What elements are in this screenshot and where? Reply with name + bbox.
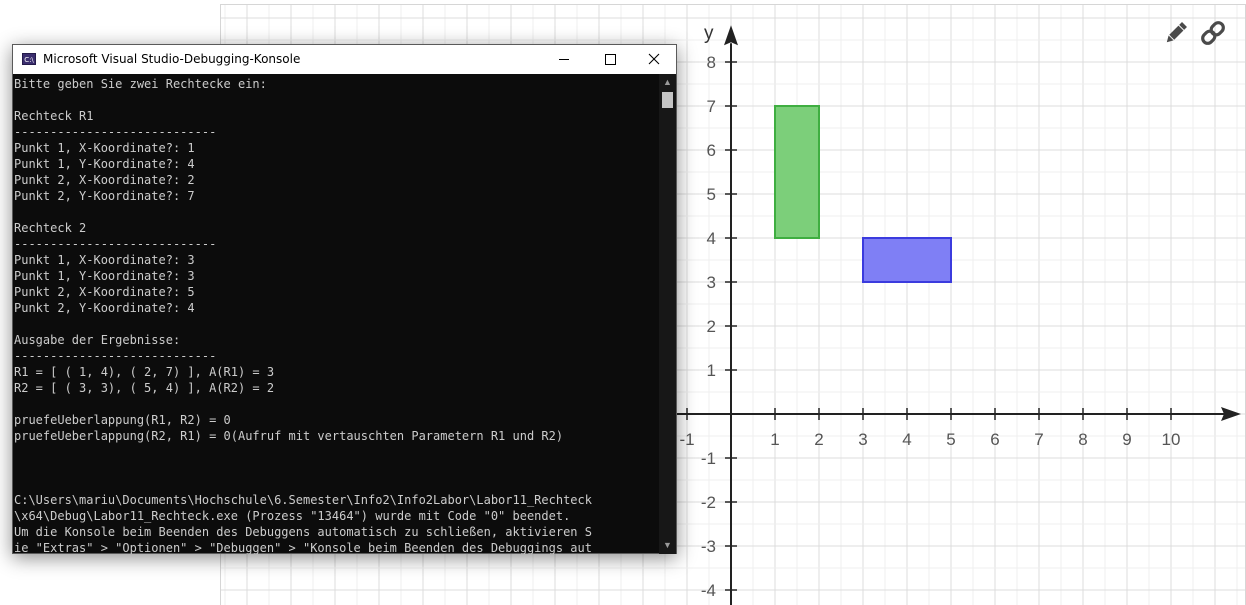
console-line: C:\Users\mariu\Documents\Hochschule\6.Se… [14, 493, 592, 507]
x-tick-label: 3 [858, 430, 867, 449]
x-tick-label: 6 [990, 430, 999, 449]
x-tick-label: 4 [902, 430, 911, 449]
y-tick-label: 2 [707, 317, 716, 336]
console-line: Punkt 2, X-Koordinate?: 5 [14, 285, 195, 299]
console-line: Um die Konsole beim Beenden des Debuggen… [14, 525, 592, 539]
y-tick-label: 8 [707, 53, 716, 72]
x-tick-label: 9 [1122, 430, 1131, 449]
console-line: ie "Extras" > "Optionen" > "Debuggen" > … [14, 541, 592, 554]
link-icon[interactable] [1199, 19, 1227, 47]
x-tick-label: 8 [1078, 430, 1087, 449]
y-tick-label: 5 [707, 185, 716, 204]
x-tick-label: 2 [814, 430, 823, 449]
console-line: Punkt 1, Y-Koordinate?: 4 [14, 157, 195, 171]
scroll-thumb[interactable] [662, 92, 673, 108]
console-line: pruefeUeberlappung(R2, R1) = 0(Aufruf mi… [14, 429, 564, 443]
console-text: Bitte geben Sie zwei Rechtecke ein: Rech… [13, 74, 660, 554]
x-tick-label: 1 [770, 430, 779, 449]
minimize-icon[interactable] [541, 45, 587, 74]
console-line: R2 = [ ( 3, 3), ( 5, 4) ], A(R2) = 2 [14, 381, 275, 395]
y-tick-label: -1 [701, 449, 716, 468]
console-titlebar[interactable]: C:\ Microsoft Visual Studio-Debugging-Ko… [13, 45, 676, 74]
pencil-icon[interactable] [1162, 19, 1190, 47]
console-window-title: Microsoft Visual Studio-Debugging-Konsol… [43, 52, 301, 66]
console-line: Punkt 1, X-Koordinate?: 3 [14, 253, 195, 267]
x-axis-arrow-icon [1221, 407, 1241, 421]
scroll-up-icon[interactable]: ▲ [663, 77, 672, 87]
console-window[interactable]: C:\ Microsoft Visual Studio-Debugging-Ko… [12, 44, 677, 554]
y-tick-label: 4 [707, 229, 716, 248]
console-output[interactable]: Bitte geben Sie zwei Rechtecke ein: Rech… [13, 74, 660, 554]
scroll-down-icon[interactable]: ▼ [663, 540, 672, 550]
console-line: Punkt 2, Y-Koordinate?: 4 [14, 301, 195, 315]
y-axis-label: y [704, 23, 714, 44]
console-line: Punkt 2, X-Koordinate?: 2 [14, 173, 195, 187]
console-line: ---------------------------- [14, 125, 217, 139]
console-line: ---------------------------- [14, 349, 217, 363]
console-line: R1 = [ ( 1, 4), ( 2, 7) ], A(R1) = 3 [14, 365, 275, 379]
console-line: Rechteck 2 [14, 221, 87, 235]
console-line: Rechteck R1 [14, 109, 94, 123]
console-line: Punkt 1, Y-Koordinate?: 3 [14, 269, 195, 283]
y-tick-label: -3 [701, 537, 716, 556]
y-tick-label: -2 [701, 493, 716, 512]
console-scrollbar[interactable]: ▲ ▼ [659, 74, 676, 554]
console-line: pruefeUeberlappung(R1, R2) = 0 [14, 413, 231, 427]
x-tick-label: -1 [679, 430, 694, 449]
console-line: Ausgabe der Ergebnisse: [14, 333, 181, 347]
y-tick-label: 1 [707, 361, 716, 380]
close-icon[interactable] [631, 45, 677, 74]
x-tick-label: 7 [1034, 430, 1043, 449]
x-tick-label: 5 [946, 430, 955, 449]
x-tick-label: 10 [1162, 430, 1181, 449]
console-line: \x64\Debug\Labor11_Rechteck.exe (Prozess… [14, 509, 571, 523]
y-axis-arrow-icon [724, 25, 738, 46]
console-line: Bitte geben Sie zwei Rechtecke ein: [14, 77, 267, 91]
console-app-icon: C:\ [22, 53, 36, 65]
y-tick-label: 7 [707, 97, 716, 116]
rectangle-r1[interactable] [774, 105, 820, 239]
console-line: Punkt 1, X-Koordinate?: 1 [14, 141, 195, 155]
y-tick-label: -4 [701, 581, 716, 600]
maximize-icon[interactable] [587, 45, 633, 74]
console-line: Punkt 2, Y-Koordinate?: 7 [14, 189, 195, 203]
y-tick-label: 6 [707, 141, 716, 160]
rectangle-r2[interactable] [862, 237, 952, 283]
console-line: ---------------------------- [14, 237, 217, 251]
y-tick-label: 3 [707, 273, 716, 292]
